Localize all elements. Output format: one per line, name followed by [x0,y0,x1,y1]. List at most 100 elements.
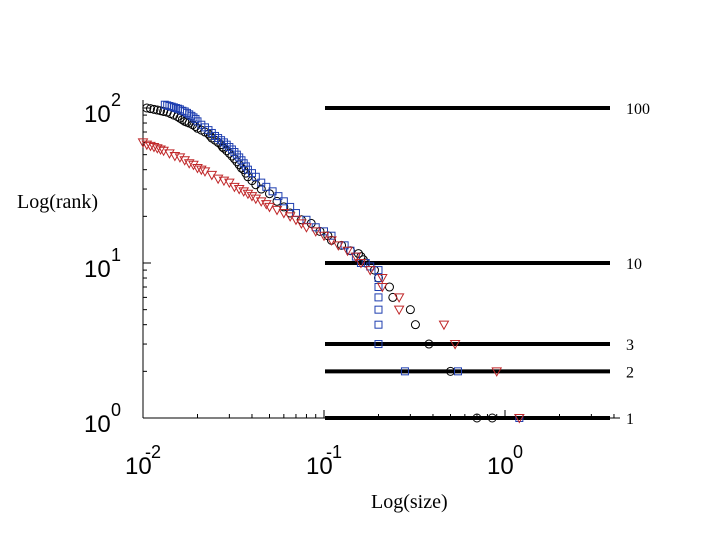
squares-point [225,143,234,152]
squares-point [222,140,231,149]
triangles-point [229,182,240,193]
triangles-point [145,141,156,152]
data-points [137,100,525,424]
squares-point [182,108,191,117]
squares-point [374,320,383,329]
x-axis-label: Log(size) [371,491,448,513]
triangles-point [310,227,322,237]
squares-point [191,114,200,123]
squares-point [219,138,228,147]
triangles-point [364,266,376,276]
triangles-point [183,159,195,169]
squares-point [171,104,180,112]
reference-line-label-10: 10 [626,256,642,273]
squares-point [279,197,288,206]
triangles-point [246,192,258,202]
axes [142,100,620,419]
reference-line-label-1: 1 [626,411,634,428]
triangles-point [255,197,267,207]
y-tick-label-exponent: 2 [111,90,121,110]
triangles-point [174,153,186,163]
circles-point [279,202,289,212]
squares-point [454,367,463,376]
triangles-point [242,189,254,200]
triangles-point [155,145,166,155]
triangles-point [318,231,330,242]
triangles-point [350,252,362,263]
triangles-point [137,138,149,148]
triangles-point [195,165,207,176]
squares-point [235,153,244,162]
triangles-point [376,274,388,284]
x-tick-label-base: 10 [306,453,333,480]
triangles-point [188,160,199,171]
minor-ticks [142,107,615,419]
circles-point [410,320,420,330]
triangles-point [513,414,525,424]
y-tick-label-exponent: 1 [111,245,121,265]
x-tick-label-base: 10 [487,453,514,480]
triangles-point [438,320,450,331]
circles-point [405,305,415,315]
squares-point [374,305,383,314]
squares-point [251,172,260,181]
circles-point [487,413,497,423]
squares-point [167,102,176,111]
triangles-point [192,164,203,174]
squares-point [214,134,223,143]
circles-point [384,282,394,292]
squares-point [232,150,241,159]
squares-point [400,367,409,376]
squares-point [257,178,266,187]
triangles-point [212,174,224,185]
squares-point [274,192,283,201]
y-tick-label-base: 10 [84,411,111,438]
squares-point [180,107,189,116]
triangles-point [393,305,405,316]
triangles-point [342,246,353,257]
triangles-point [141,140,153,151]
squares-point [327,231,336,240]
x-tick-label-exponent: -2 [145,442,161,462]
circles-point [388,292,398,302]
triangles-point [449,340,461,350]
triangles-point [301,223,312,233]
triangles-point [284,212,296,222]
squares-point [374,266,383,275]
circles-point [353,249,363,259]
triangles-point [233,185,245,195]
reference-line-label-2: 2 [626,364,634,381]
squares-point [217,136,226,145]
squares-point [169,103,178,112]
squares-point [286,202,295,211]
triangles-point [491,367,503,377]
squares-point [268,187,277,196]
circles-point [472,413,482,423]
triangles-point [264,202,275,213]
circles-point [272,196,282,206]
x-tick-label-exponent: -1 [326,442,342,462]
circles-point [152,105,162,115]
reference-line-label-3: 3 [626,337,634,354]
circles-point [156,106,166,116]
squares-point [374,340,383,349]
triangles-point [179,156,191,166]
y-axis-label: Log(rank) [17,191,98,213]
squares-point [262,182,271,191]
triangles-point [164,149,175,159]
y-tick-label-base: 10 [84,101,111,128]
circles-point [145,104,155,114]
triangles-point [376,283,388,293]
squares-point [165,102,174,111]
triangles-point [260,200,272,210]
circles-point [142,103,152,113]
y-tick-label-base: 10 [84,256,111,283]
x-tick-label-base: 10 [125,453,152,480]
reference-line-labels: 100 10 3 2 1 [626,101,650,428]
x-tick-label-exponent: 0 [513,442,523,462]
reference-line-label-100: 100 [626,101,650,118]
y-tick-label-exponent: 0 [111,400,121,420]
squares-point [237,156,246,165]
triangles-point [332,241,344,251]
